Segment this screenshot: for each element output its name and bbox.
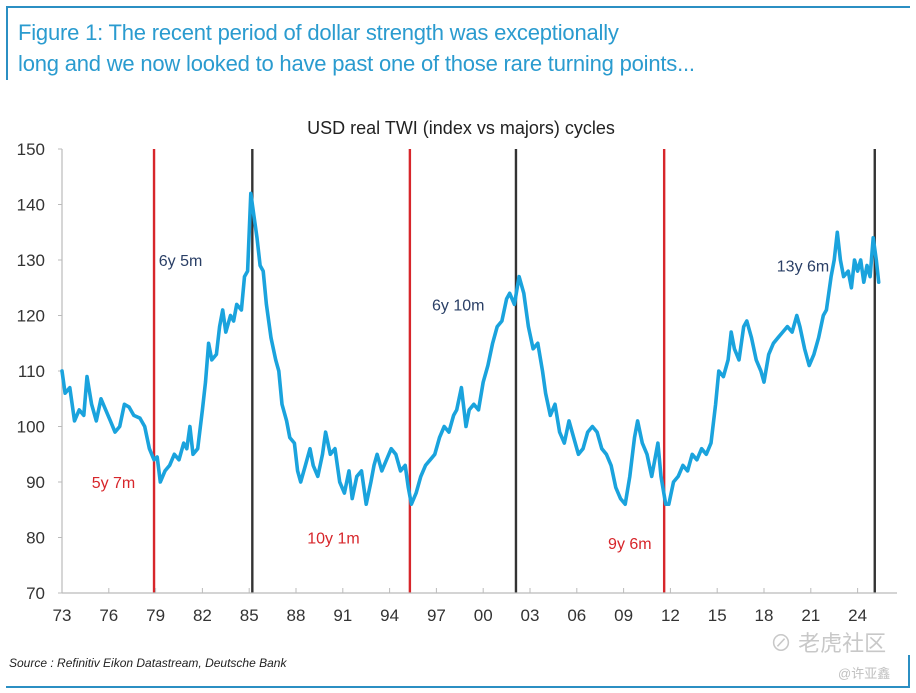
y-tick-label: 70 xyxy=(26,584,45,603)
axes: 70 80 90 100 110 120 130 140 150 73 76 79 82 85 88 91 94… xyxy=(17,140,897,625)
x-tick-label: 94 xyxy=(380,606,399,625)
right-accent-rule xyxy=(908,655,910,688)
x-tick-label: 82 xyxy=(193,606,212,625)
y-tick-label: 140 xyxy=(17,196,45,215)
x-tick-label: 00 xyxy=(474,606,493,625)
watermark-user: @许亚鑫 xyxy=(838,666,891,681)
x-tick-label: 76 xyxy=(99,606,118,625)
x-tick-label: 91 xyxy=(333,606,352,625)
x-tick-label: 12 xyxy=(661,606,680,625)
figure-title-line-2: long and we now looked to have past one … xyxy=(18,51,695,76)
x-tick-label: 06 xyxy=(567,606,586,625)
y-tick-label: 150 xyxy=(17,140,45,159)
x-tick-label: 88 xyxy=(287,606,306,625)
chart-title: USD real TWI (index vs majors) cycles xyxy=(307,118,615,138)
series-line-usd-real-twi xyxy=(60,191,881,506)
x-tick-label: 18 xyxy=(755,606,774,625)
y-tick-label: 80 xyxy=(26,529,45,548)
y-tick-label: 90 xyxy=(26,473,45,492)
bottom-accent-rule xyxy=(6,686,910,688)
series-group xyxy=(60,191,881,506)
y-tick-label: 120 xyxy=(17,307,45,326)
top-accent-rule xyxy=(6,6,910,8)
watermark-logo: ⊘ 老虎社区 xyxy=(770,631,887,656)
cycle-duration-label: 13y 6m xyxy=(777,259,829,276)
source-note: Source : Refinitiv Eikon Datastream, Deu… xyxy=(9,656,287,670)
figure-title: Figure 1: The recent period of dollar st… xyxy=(18,17,695,79)
x-tick-label: 09 xyxy=(614,606,633,625)
x-tick-label: 97 xyxy=(427,606,446,625)
x-tick-label: 73 xyxy=(53,606,72,625)
x-tick-label: 15 xyxy=(708,606,727,625)
cycle-duration-label: 5y 7m xyxy=(92,475,136,492)
cycle-markers xyxy=(152,149,876,593)
left-accent-rule xyxy=(6,8,8,80)
x-tick-label: 85 xyxy=(240,606,259,625)
x-tick-label: 03 xyxy=(521,606,540,625)
cycle-duration-label: 6y 5m xyxy=(159,253,203,270)
annotations: 5y 7m 6y 5m 10y 1m 6y 10m 9y 6m 13y 6m xyxy=(92,253,830,553)
figure-title-line-1: Figure 1: The recent period of dollar st… xyxy=(18,20,619,45)
x-tick-label: 79 xyxy=(146,606,165,625)
y-tick-label: 100 xyxy=(17,418,45,437)
y-tick-label: 130 xyxy=(17,251,45,270)
cycle-duration-label: 9y 6m xyxy=(608,536,652,553)
cycle-duration-label: 6y 10m xyxy=(432,297,484,314)
cycle-duration-label: 10y 1m xyxy=(307,531,359,548)
x-tick-label: 21 xyxy=(801,606,820,625)
x-tick-label: 24 xyxy=(848,606,867,625)
y-tick-label: 110 xyxy=(18,362,45,381)
